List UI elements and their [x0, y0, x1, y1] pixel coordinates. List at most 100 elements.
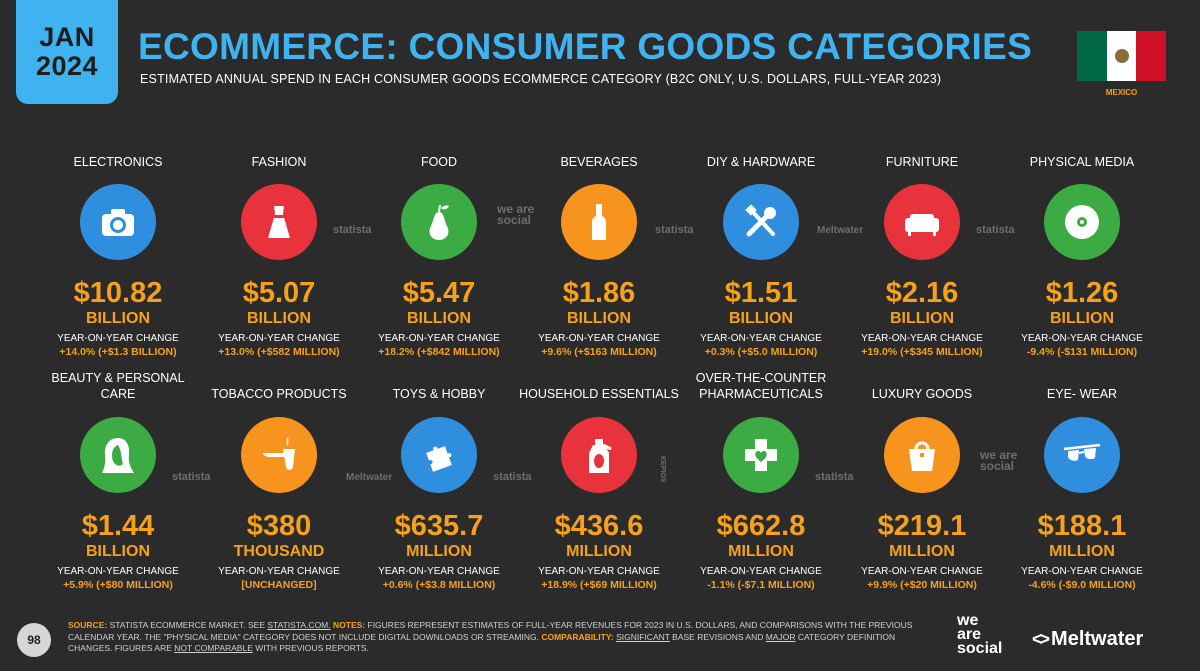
category-card: FURNITURE $2.16 BILLION YEAR-ON-YEAR CHANGE…: [842, 138, 1002, 359]
category-value: $188.1: [1037, 510, 1127, 542]
category-value: $1.51: [724, 277, 798, 309]
handbag-icon: [884, 417, 960, 493]
category-label: OVER-THE-COUNTER PHARMACEUTICALS: [695, 371, 827, 401]
comparability-label: COMPARABILITY:: [541, 631, 614, 642]
category-card: HOUSEHOLD ESSENTIALS $436.6 MILLION YEAR-ON…: [519, 370, 679, 592]
category-unit: MILLION: [406, 543, 472, 560]
statista-watermark: statista: [655, 224, 694, 236]
category-card: BEAUTY & PERSONAL CARE $1.44 BILLION YEAR-O…: [38, 370, 198, 592]
category-label: BEAUTY & PERSONAL CARE: [51, 371, 185, 401]
category-card: BEVERAGES $1.86 BILLION YEAR-ON-YEAR CHANGE…: [519, 138, 679, 359]
tools-icon: [723, 184, 799, 260]
statista-watermark: statista: [493, 471, 532, 483]
category-value: $10.82: [73, 277, 163, 309]
we-are-social-logo: we are social: [957, 612, 1003, 657]
source-label: SOURCE:: [68, 620, 108, 630]
yoy-change: -9.4% (-$131 MILLION): [1026, 346, 1138, 358]
category-value: $219.1: [877, 510, 967, 542]
category-label: LUXURY GOODS: [871, 386, 973, 401]
yoy-label: YEAR-ON-YEAR CHANGE: [218, 333, 340, 344]
pipe-icon: [241, 417, 317, 493]
wearesocial-watermark: we are social: [497, 202, 535, 227]
category-label: PHYSICAL MEDIA: [1029, 154, 1135, 169]
yoy-change: +0.6% (+$3.8 MILLION): [382, 579, 496, 591]
statista-watermark: statista: [815, 471, 854, 483]
yoy-change: +13.0% (+$582 MILLION): [218, 346, 340, 358]
category-unit: MILLION: [566, 543, 632, 560]
yoy-label: YEAR-ON-YEAR CHANGE: [1021, 333, 1143, 344]
date-month: JAN: [39, 22, 95, 52]
yoy-label: YEAR-ON-YEAR CHANGE: [538, 333, 660, 344]
category-unit: BILLION: [86, 310, 150, 327]
yoy-label: YEAR-ON-YEAR CHANGE: [378, 566, 500, 577]
sofa-icon: [884, 184, 960, 260]
yoy-change: +19.0% (+$345 MILLION): [861, 346, 983, 358]
category-value: $5.07: [242, 277, 316, 309]
detergent-icon: [561, 417, 637, 493]
yoy-label: YEAR-ON-YEAR CHANGE: [538, 566, 660, 577]
not-comparable-text: NOT COMPARABLE: [174, 643, 253, 653]
category-label: FURNITURE: [885, 154, 959, 169]
yoy-change: +5.9% (+$80 MILLION): [63, 579, 173, 591]
category-card: TOBACCO PRODUCTS $380 THOUSAND YEAR-ON-YEAR…: [199, 370, 359, 592]
disc-icon: [1044, 184, 1120, 260]
category-label: HOUSEHOLD ESSENTIALS: [519, 386, 679, 401]
yoy-label: YEAR-ON-YEAR CHANGE: [378, 333, 500, 344]
category-label: TOYS & HOBBY: [392, 386, 486, 401]
wearesocial-watermark: we are social: [980, 448, 1018, 473]
meltwater-mark-icon: <>: [1032, 629, 1050, 649]
category-card: ELECTRONICS $10.82 BILLION YEAR-ON-YEAR CHA…: [38, 138, 198, 359]
category-card: EYE- WEAR $188.1 MILLION YEAR-ON-YEAR CHANG…: [1002, 370, 1162, 592]
category-label: EYE- WEAR: [1046, 386, 1118, 401]
major-text: MAJOR: [765, 631, 796, 642]
pear-icon: [401, 184, 477, 260]
meltwater-watermark: Meltwater: [817, 225, 864, 236]
yoy-label: YEAR-ON-YEAR CHANGE: [57, 333, 179, 344]
meltwater-watermark: Meltwater: [346, 472, 393, 483]
category-unit: BILLION: [567, 310, 631, 327]
date-year: 2024: [35, 51, 99, 81]
category-value: $635.7: [394, 510, 484, 542]
puzzle-icon: [401, 417, 477, 493]
page-subtitle: ESTIMATED ANNUAL SPEND IN EACH CONSUMER …: [140, 72, 942, 86]
yoy-change: -4.6% (-$9.0 MILLION): [1028, 579, 1136, 591]
category-value: $662.8: [716, 510, 806, 542]
category-value: $436.6: [554, 510, 644, 542]
category-label: ELECTRONICS: [73, 154, 163, 169]
dress-icon: [241, 184, 317, 260]
comparability-text: BASE REVISIONS AND: [672, 631, 764, 642]
category-card: PHYSICAL MEDIA $1.26 BILLION YEAR-ON-YEAR C…: [1002, 138, 1162, 359]
yoy-label: YEAR-ON-YEAR CHANGE: [700, 566, 822, 577]
statista-watermark: statista: [976, 224, 1015, 236]
statista-watermark: statista: [172, 471, 211, 483]
category-unit: THOUSAND: [233, 543, 325, 560]
yoy-label: YEAR-ON-YEAR CHANGE: [861, 566, 983, 577]
yoy-label: YEAR-ON-YEAR CHANGE: [57, 566, 179, 577]
date-badge: JAN 2024: [16, 0, 118, 104]
footer-notes: SOURCE: STATISTA ECOMMERCE MARKET. SEE S…: [68, 620, 938, 655]
category-card: OVER-THE-COUNTER PHARMACEUTICALS $662.8 MI…: [681, 370, 841, 592]
significant-text: SIGNIFICANT: [616, 631, 670, 642]
category-card: DIY & HARDWARE $1.51 BILLION YEAR-ON-YEAR C…: [681, 138, 841, 359]
category-unit: BILLION: [407, 310, 471, 327]
face-icon: [80, 417, 156, 493]
category-unit: BILLION: [729, 310, 793, 327]
category-label: DIY & HARDWARE: [706, 154, 816, 169]
category-value: $5.47: [402, 277, 476, 309]
bottle-icon: [561, 184, 637, 260]
yoy-change: +9.9% (+$20 MILLION): [867, 579, 977, 591]
yoy-change: [UNCHANGED]: [241, 579, 317, 591]
category-label: TOBACCO PRODUCTS: [211, 386, 347, 401]
category-value: $380: [246, 510, 312, 542]
category-card: FOOD $5.47 BILLION YEAR-ON-YEAR CHANGE +18.2…: [359, 138, 519, 359]
mexico-flag-icon: [1077, 31, 1167, 81]
notes-label: NOTES:: [333, 620, 366, 630]
source-link[interactable]: STATISTA.COM.: [267, 620, 331, 630]
notes-text: FIGURES REPRESENT ESTIMATES OF FULL-YEAR…: [68, 620, 913, 642]
country-label: MEXICO: [1105, 88, 1138, 97]
yoy-change: +18.9% (+$69 MILLION): [541, 579, 657, 591]
yoy-change: +0.3% (+$5.0 MILLION): [704, 346, 818, 358]
category-unit: BILLION: [86, 543, 150, 560]
kepios-watermark: KEPIOS: [659, 456, 666, 483]
category-value: $2.16: [885, 277, 959, 309]
